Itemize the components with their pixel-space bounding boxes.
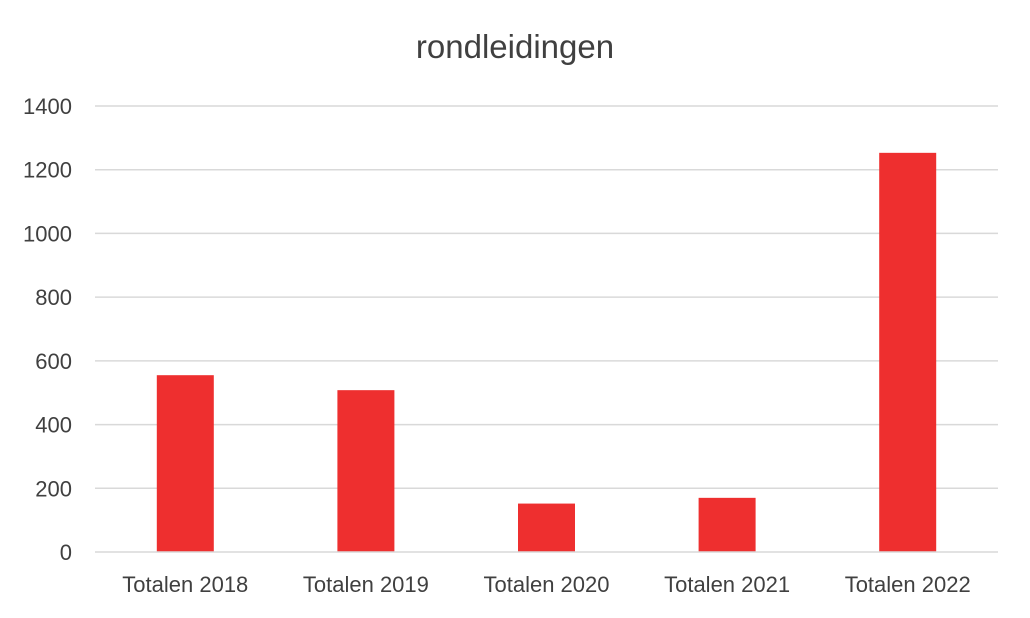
bar bbox=[879, 152, 937, 552]
bar bbox=[698, 497, 756, 552]
y-tick-label: 1400 bbox=[23, 94, 72, 119]
bars bbox=[156, 152, 937, 552]
y-tick-label: 400 bbox=[35, 413, 72, 438]
y-tick-label: 600 bbox=[35, 349, 72, 374]
y-tick-label: 1200 bbox=[23, 158, 72, 183]
bar bbox=[518, 503, 575, 552]
y-tick-label: 800 bbox=[35, 285, 72, 310]
x-category-label: Totalen 2022 bbox=[845, 572, 971, 597]
gridlines bbox=[95, 105, 998, 490]
x-axis-labels: Totalen 2018 Totalen 2019 Totalen 2020 Tota… bbox=[122, 572, 970, 597]
y-tick-label: 200 bbox=[35, 476, 72, 501]
x-category-label: Totalen 2020 bbox=[484, 572, 610, 597]
bar bbox=[156, 375, 214, 552]
x-category-label: Totalen 2021 bbox=[664, 572, 790, 597]
y-tick-label: 1000 bbox=[23, 221, 72, 246]
y-axis-ticks: 0 200 400 600 800 1000 1200 1400 bbox=[23, 94, 72, 565]
x-category-label: Totalen 2018 bbox=[122, 572, 248, 597]
bar bbox=[337, 390, 395, 552]
x-category-label: Totalen 2019 bbox=[303, 572, 429, 597]
chart-title: rondleidingen bbox=[416, 28, 614, 65]
y-tick-label: 0 bbox=[60, 540, 72, 565]
